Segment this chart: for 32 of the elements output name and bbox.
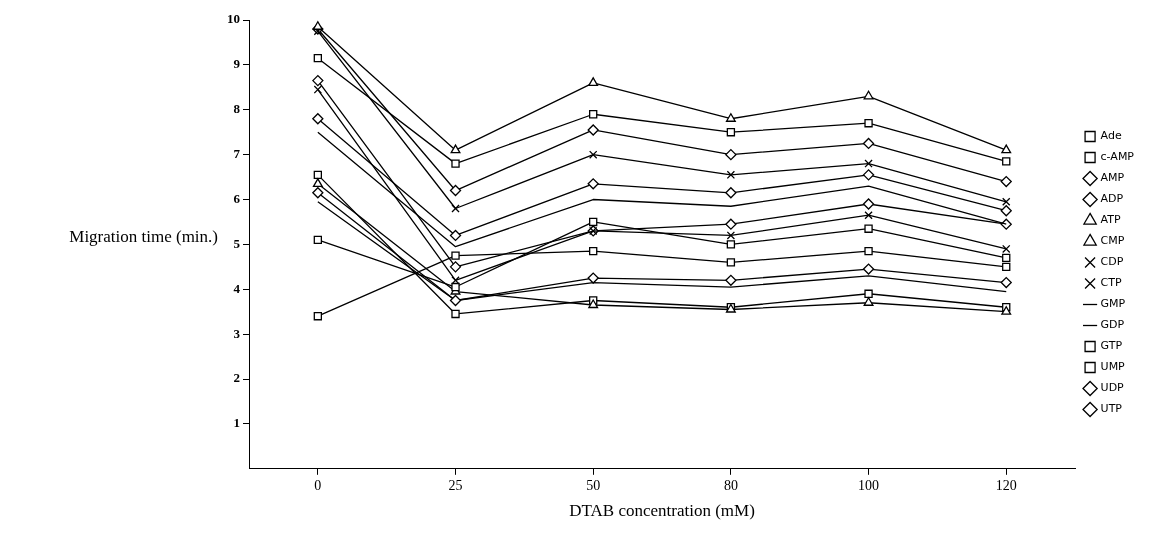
x-tick-label: 80: [723, 477, 738, 493]
y-tick-label: 9: [233, 56, 241, 72]
legend-label: CMP: [1100, 234, 1125, 248]
y-tick-label: 5: [233, 235, 241, 251]
legend-label: GDP: [1100, 318, 1125, 332]
y-tick-label: 7: [233, 146, 241, 161]
legend-label: GMP: [1100, 297, 1126, 311]
legend-label: GTP: [1100, 339, 1123, 353]
y-tick-label: 4: [233, 280, 241, 296]
legend-label: Ade: [1100, 129, 1122, 143]
legend-label: CTP: [1100, 276, 1122, 290]
x-axis-title: DTAB concentration (mM): [569, 501, 755, 521]
legend-label: CDP: [1100, 255, 1124, 269]
x-tick-label: 100: [858, 477, 880, 493]
legend-label: ADP: [1100, 192, 1124, 206]
y-tick-label: 3: [233, 325, 241, 341]
y-tick-label: 10: [227, 11, 240, 27]
legend-label: UMP: [1100, 360, 1126, 374]
legend-label: c-AMP: [1100, 150, 1135, 164]
y-tick-label: 6: [233, 190, 241, 206]
x-tick-label: 0: [314, 477, 322, 493]
y-tick-label: 8: [233, 101, 241, 117]
legend-label: UTP: [1100, 402, 1123, 416]
y-axis-title: Migration time (min.): [68, 227, 219, 247]
x-tick-label: 50: [586, 477, 601, 493]
y-tick-label: 2: [233, 370, 240, 386]
x-tick-label: 120: [995, 477, 1017, 493]
x-tick-label: 25: [448, 477, 463, 493]
y-tick-label: 1: [233, 415, 240, 431]
legend-label: AMP: [1100, 171, 1125, 185]
legend-label: UDP: [1100, 381, 1125, 395]
legend-label: ATP: [1100, 213, 1121, 227]
